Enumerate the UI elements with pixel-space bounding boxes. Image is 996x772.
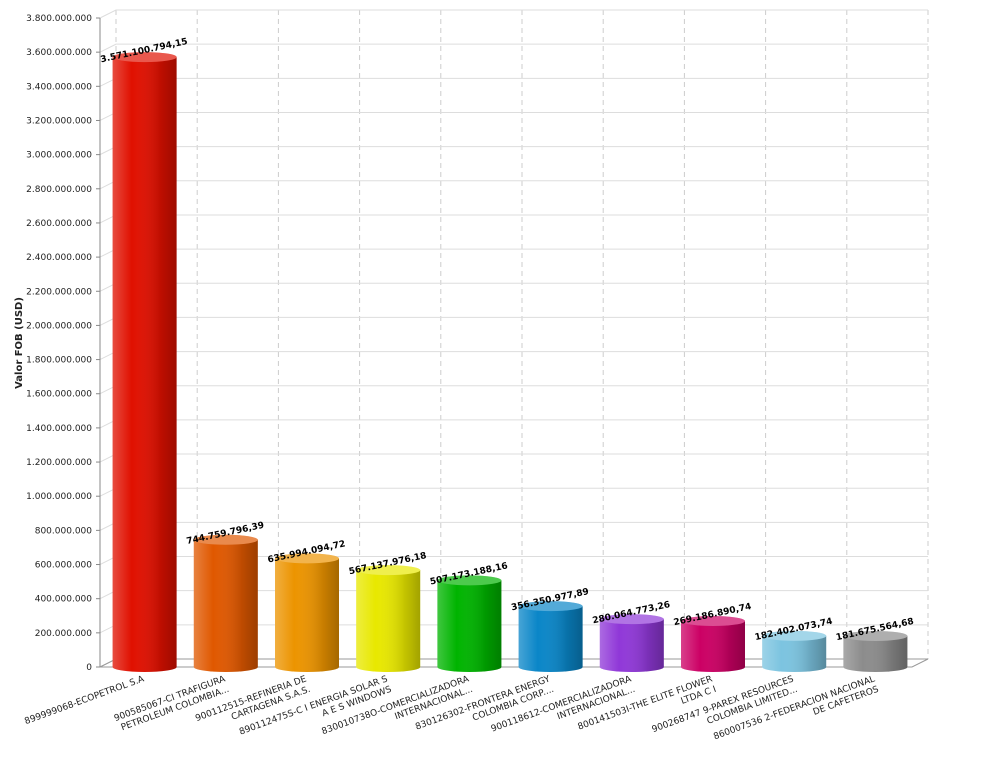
grid-line <box>99 248 928 258</box>
bar-shade <box>762 635 827 673</box>
bar-shade <box>437 580 502 673</box>
grid-line <box>99 385 928 395</box>
bar-top <box>356 565 421 576</box>
bar-top-highlight <box>437 575 502 586</box>
y-tick-label: 1.600.000.000 <box>26 390 92 400</box>
y-tick-label: 2.400.000.000 <box>26 253 92 263</box>
y-tick-label: 1.800.000.000 <box>26 356 92 366</box>
bar-shade <box>518 606 583 673</box>
bar-top-highlight <box>275 553 339 564</box>
bar-top <box>275 553 339 564</box>
y-tick-label: 0 <box>86 663 92 673</box>
grid-line <box>99 419 928 429</box>
y-tick-label: 800.000.000 <box>35 526 93 536</box>
y-tick-label: 3.000.000.000 <box>26 151 92 161</box>
bar-top-highlight <box>112 52 177 63</box>
grid-line <box>99 180 928 190</box>
bar-top <box>681 616 745 627</box>
y-tick-label: 3.400.000.000 <box>26 82 92 92</box>
bar-top <box>112 52 177 63</box>
bar-top-highlight <box>356 565 421 576</box>
bar-top-highlight <box>193 534 258 545</box>
y-tick-label: 1.200.000.000 <box>26 458 92 468</box>
bar-top-highlight <box>518 601 583 612</box>
grid-line <box>99 9 928 19</box>
bar-top <box>599 614 664 625</box>
bar-shade <box>112 57 177 673</box>
grid-line <box>99 146 928 156</box>
y-tick-label: 600.000.000 <box>35 561 93 571</box>
bar-shade <box>356 570 421 673</box>
grid-line <box>99 77 928 87</box>
bar-shade <box>843 635 908 673</box>
bar-shade <box>681 621 745 672</box>
bar-top-highlight <box>762 630 827 641</box>
bar-top <box>843 630 908 641</box>
y-tick-label: 3.200.000.000 <box>26 116 92 126</box>
grid-line <box>99 316 928 326</box>
bar-top <box>193 534 258 545</box>
bar-top <box>437 575 502 586</box>
bar-shade <box>275 558 339 672</box>
x-tick-label-line: 900268747 9-PAREX RESOURCES <box>651 674 796 735</box>
grid-line <box>99 282 928 292</box>
y-tick-label: 1.000.000.000 <box>26 492 92 502</box>
bar-top <box>518 601 583 612</box>
grid-line <box>99 487 928 497</box>
bar-shade <box>599 619 664 673</box>
grid-line <box>99 214 928 224</box>
bar-shade <box>193 539 258 672</box>
y-tick-label: 3.600.000.000 <box>26 48 92 58</box>
y-tick-label: 200.000.000 <box>35 629 93 639</box>
y-tick-label: 3.800.000.000 <box>26 14 92 24</box>
y-tick-label: 2.200.000.000 <box>26 287 92 297</box>
bar-top-highlight <box>843 630 908 641</box>
y-tick-label: 2.600.000.000 <box>26 219 92 229</box>
grid-line <box>99 453 928 463</box>
bar-top-highlight <box>599 614 664 625</box>
bar-top-highlight <box>681 616 745 627</box>
y-tick-label: 2.800.000.000 <box>26 185 92 195</box>
grid-line <box>99 111 928 121</box>
y-tick-label: 400.000.000 <box>35 595 93 605</box>
y-tick-label: 1.400.000.000 <box>26 424 92 434</box>
grid-line <box>99 351 928 361</box>
grid-line <box>99 43 928 53</box>
bar-top <box>762 630 827 641</box>
y-axis-label: Valor FOB (USD) <box>14 297 25 389</box>
y-tick-label: 2.000.000.000 <box>26 321 92 331</box>
